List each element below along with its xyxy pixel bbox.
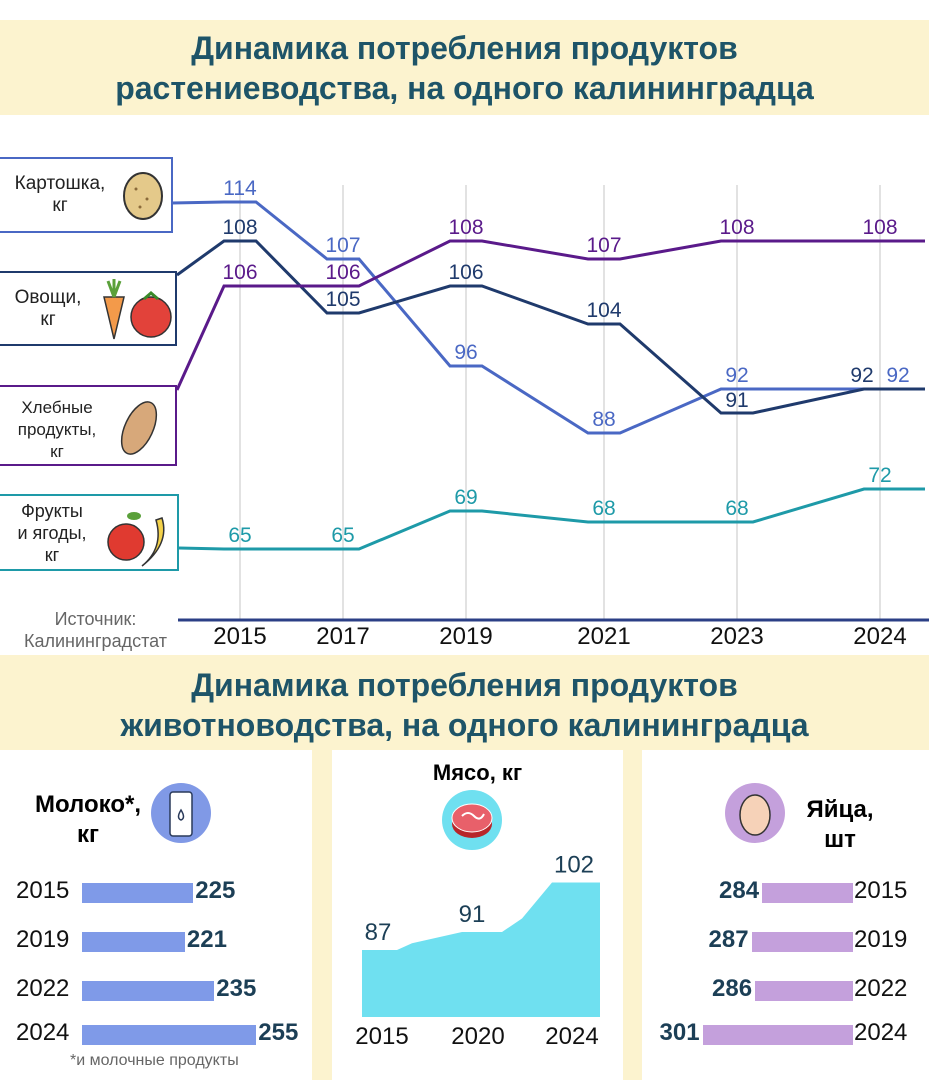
data-label: 91 [459,901,486,928]
legend-vegetables: Овощи, кг [0,271,177,346]
data-label: 114 [223,177,257,200]
legend-label: Овощи, кг [14,287,82,330]
data-label: 65 [228,524,251,547]
x-tick-label: 2019 [439,623,492,650]
legend-potato: Картошка, кг [0,157,173,233]
bar-year-label: 2024 [16,1019,70,1046]
fruit-icon [107,512,165,567]
series-line-vegetables [176,239,925,415]
data-label: 107 [325,234,360,257]
x-tick-label: 2024 [545,1023,598,1050]
data-label: 92 [725,364,748,387]
bar-value-label: 235 [216,975,257,1002]
title-line: животноводства, на одного калининградца [120,707,809,743]
milk-panel: Молоко*, кг 2015 225 2019 221 2022 235 2024 255 … [0,750,312,1080]
x-tick-label: 2020 [451,1023,504,1050]
legend-fruit: Фрукты и ягоды, кг [0,494,179,571]
title-line: Динамика потребления продуктов [191,667,738,703]
meat-area [362,882,600,1017]
data-label: 108 [222,216,257,239]
bar-value-label: 221 [186,926,227,953]
milk-footnote: *и молочные продукты [70,1052,239,1069]
data-label: 92 [850,364,873,387]
x-tick-label: 2017 [316,623,369,650]
egg-icon [725,783,785,843]
source-label: Источник: [54,609,137,629]
data-label: 107 [586,234,621,257]
bar [82,932,185,952]
meat-title: Мясо, кг [432,760,523,785]
milk-title: Молоко*, кг [34,791,141,848]
data-label: 105 [325,288,360,311]
meat-icon [442,790,502,850]
legend-label: Фрукты и ягоды, кг [17,501,87,565]
bar-value-label: 284 [719,877,760,904]
source-name: Калининградстат [24,631,167,651]
bread-icon [120,401,158,455]
bar [702,1025,853,1045]
legend-bread: Хлебные продукты, кг [0,385,177,466]
x-tick-label: 2024 [853,623,906,650]
data-label: 92 [886,364,909,387]
bar-value-label: 286 [712,975,753,1002]
data-label: 87 [365,919,392,946]
bar [762,883,853,903]
data-label: 102 [554,852,594,879]
milk-icon [151,783,211,843]
bar [82,883,194,903]
title-line: Динамика потребления продуктов [191,30,738,66]
data-label: 104 [586,299,621,322]
meat-panel: Мясо, кг 87 91 102 2015 2020 2024 [332,750,623,1080]
potato-icon [123,172,163,220]
vegetables-icon [103,279,172,340]
bar-value-label: 301 [659,1019,700,1046]
data-label: 65 [331,524,354,547]
data-label: 72 [868,464,891,487]
meat-area-chart: 87 91 102 2015 2020 2024 [355,852,600,1050]
data-label: 106 [448,261,483,284]
data-label: 69 [454,486,477,509]
eggs-title: Яйца, шт [806,796,874,853]
data-label: 106 [325,261,360,284]
bar-year-label: 2019 [16,926,70,953]
data-label: 68 [725,497,748,520]
bar [751,932,853,952]
x-tick-label: 2023 [710,623,763,650]
bar-year-label: 2024 [854,1019,908,1046]
title-line: растениеводства, на одного калининградца [115,70,814,106]
bar-year-label: 2022 [16,975,70,1002]
source-note: Источник: Калининградстат [8,608,183,652]
bar-year-label: 2022 [854,975,908,1002]
bar-value-label: 255 [258,1019,299,1046]
legend-label: Хлебные продукты, кг [17,398,97,461]
bar-year-label: 2019 [854,926,908,953]
legend-label: Картошка, кг [14,173,106,216]
x-tick-label: 2015 [355,1023,408,1050]
eggs-panel: Яйца, шт 2015 284 2019 287 2022 286 2024 301 [642,750,929,1080]
data-label: 91 [725,389,748,412]
x-tick-label: 2015 [213,623,266,650]
series-line-potato [171,200,925,435]
bar-year-label: 2015 [16,877,70,904]
data-label: 106 [222,261,257,284]
data-label: 108 [448,216,483,239]
series-line-bread [175,239,925,391]
series-line-fruit [178,487,925,551]
data-label: 68 [592,497,615,520]
data-label: 108 [862,216,897,239]
bar [755,981,853,1001]
bar [82,1025,257,1045]
bottom-title: Динамика потребления продуктов животново… [0,655,929,747]
data-label: 108 [719,216,754,239]
bar-year-label: 2015 [854,877,908,904]
data-label: 88 [592,408,615,431]
bar-value-label: 287 [708,926,749,953]
bar-value-label: 225 [195,877,236,904]
top-title: Динамика потребления продуктов растениев… [0,20,929,115]
x-tick-label: 2021 [577,623,630,650]
bar [82,981,215,1001]
data-label: 96 [454,341,477,364]
